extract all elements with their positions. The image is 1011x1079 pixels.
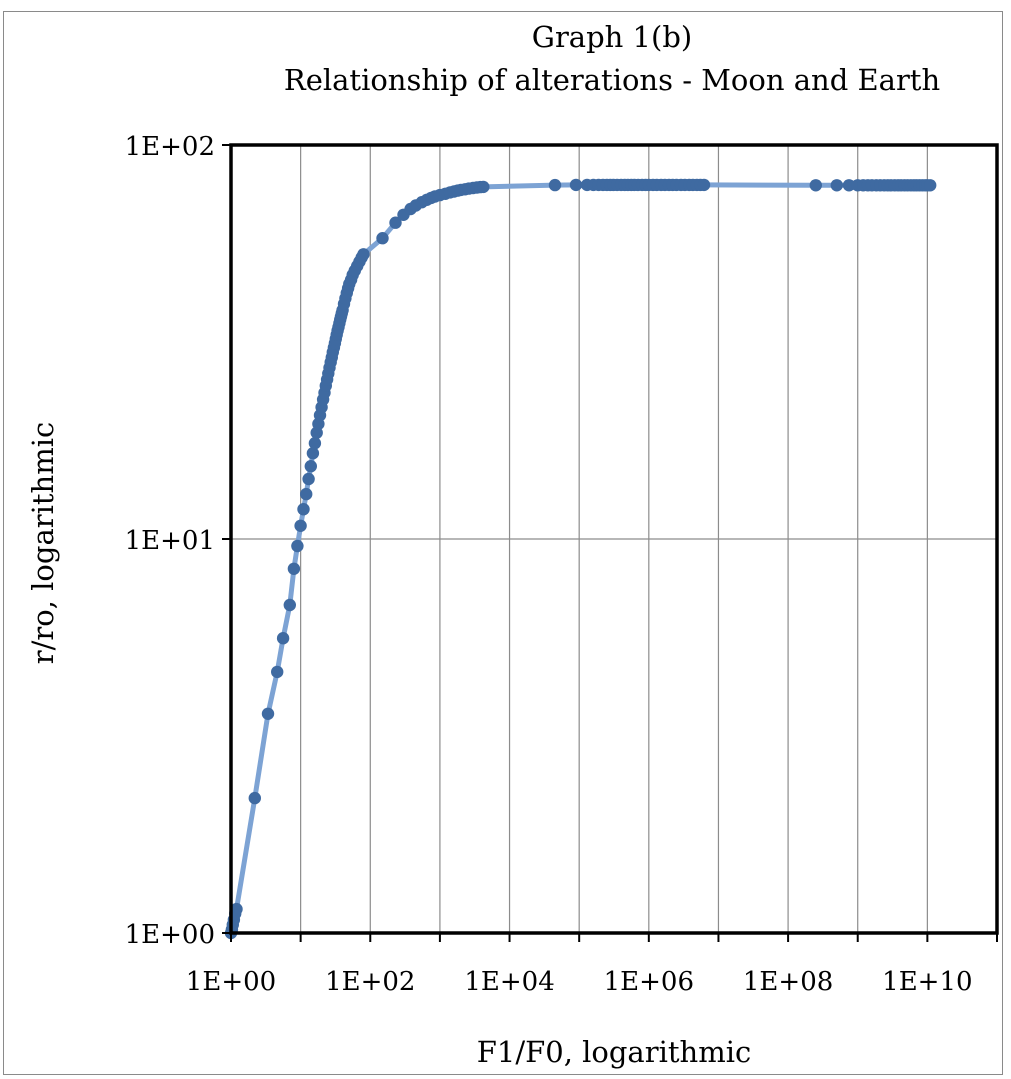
y-tick-label: 1E+02 — [125, 132, 215, 162]
x-tick-label: 1E+08 — [743, 967, 833, 997]
y-tick-label: 1E+01 — [125, 526, 215, 556]
data-point — [357, 248, 370, 261]
data-point — [300, 487, 313, 501]
x-tick-label: 1E+06 — [604, 967, 694, 997]
data-point — [291, 539, 304, 553]
data-point — [297, 503, 310, 516]
data-point — [304, 460, 317, 473]
data-point — [230, 902, 243, 916]
data-point — [248, 791, 261, 805]
data-point — [389, 216, 402, 229]
data-point — [477, 180, 490, 194]
data-point — [842, 179, 856, 192]
plot-area — [222, 143, 999, 942]
chart-subtitle: Relationship of alterations - Moon and E… — [284, 63, 940, 97]
data-point — [809, 179, 822, 192]
data-point — [261, 707, 275, 720]
x-tick-label: 1E+10 — [882, 967, 972, 997]
x-tick-label: 1E+04 — [464, 967, 554, 997]
data-point — [287, 562, 301, 575]
data-point — [924, 179, 937, 192]
series-line — [228, 182, 933, 936]
x-axis-label: F1/F0, logarithmic — [477, 1035, 751, 1069]
series-curve — [228, 182, 933, 936]
data-point — [276, 632, 290, 645]
data-point — [830, 179, 843, 192]
data-points — [224, 178, 937, 940]
data-point — [294, 519, 307, 532]
y-axis-label: r/ro, logarithmic — [26, 422, 60, 664]
data-point — [569, 178, 583, 192]
x-tick-label: 1E+00 — [186, 967, 276, 997]
chart-title: Graph 1(b) — [532, 20, 692, 54]
data-point — [283, 598, 296, 612]
y-tick-label: 1E+00 — [125, 920, 215, 950]
data-point — [308, 437, 322, 450]
data-point — [548, 178, 562, 192]
data-point — [376, 232, 389, 245]
data-point — [306, 447, 320, 460]
data-point — [271, 665, 284, 679]
x-tick-label: 1E+02 — [325, 967, 415, 997]
tick-labels: 1E+00 1E+02 1E+04 1E+06 1E+08 1E+10 1E+00 1E+01… — [125, 132, 973, 997]
grid-lines — [231, 145, 997, 933]
data-point — [302, 472, 315, 486]
data-point — [697, 178, 711, 192]
